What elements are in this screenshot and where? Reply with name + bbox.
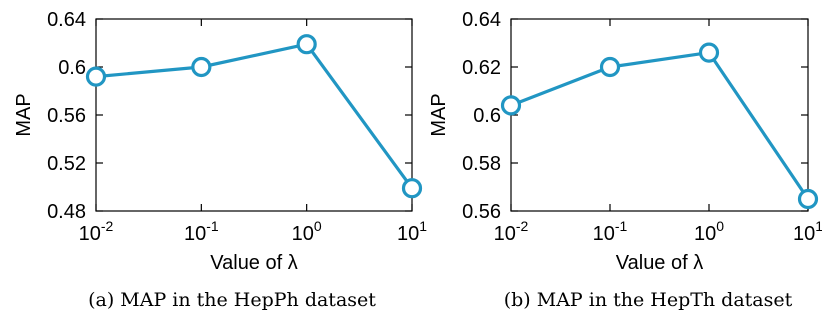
chart-b-x-tick-label: 10-1 — [593, 218, 628, 245]
chart-b-x-axis-label: Value of λ — [616, 252, 703, 274]
chart-b-caption: (b) MAP in the HepTh dataset — [504, 289, 793, 311]
chart-a-y-tick-label: 0.64 — [47, 9, 86, 31]
chart-b-y-tick-label: 0.56 — [462, 201, 501, 223]
chart-a-data-point — [401, 178, 423, 199]
chart-b-plot-frame — [510, 18, 809, 212]
chart-a-caption: (a) MAP in the HepPh dataset — [88, 289, 376, 311]
chart-a-y-tick-label: 0.56 — [47, 105, 86, 127]
chart-a-data-point — [191, 56, 212, 78]
chart-b-data-point — [500, 95, 522, 116]
chart-a-x-tick-label: 10-1 — [184, 218, 219, 245]
chart-a: 0.48 0.52 0.56 0.6 0.64 10-2 10-1 100 101 MAP Valu… — [13, 9, 427, 311]
chart-a-data-point — [296, 34, 317, 55]
chart-a-x-tick-label: 10-2 — [79, 218, 114, 245]
chart-b-x-tick-label: 10-2 — [494, 218, 529, 245]
chart-a-x-axis-label: Value of λ — [210, 252, 297, 274]
chart-a-y-tick-label: 0.48 — [47, 201, 86, 223]
chart-a-x-tick-label: 101 — [397, 218, 427, 245]
chart-b-data-point — [599, 56, 621, 78]
chart-b-y-tick-label: 0.64 — [462, 9, 501, 31]
chart-b-series-line — [510, 50, 810, 200]
chart-a-x-tick-label: 100 — [292, 218, 322, 245]
chart-a-data-point — [85, 66, 107, 87]
chart-b-y-axis-label: MAP — [428, 93, 450, 136]
chart-a-y-axis-label: MAP — [13, 93, 35, 136]
chart-b-data-point — [797, 188, 819, 210]
chart-b-x-tick-label: 101 — [793, 218, 822, 245]
chart-a-series-line — [95, 42, 414, 190]
chart-b-x-tick-label: 100 — [694, 218, 724, 245]
chart-b-y-tick-label: 0.58 — [462, 153, 501, 175]
chart-a-plot-frame — [95, 18, 413, 212]
chart-b-y-tick-label: 0.6 — [473, 105, 501, 127]
chart-b-y-tick-label: 0.62 — [462, 57, 501, 79]
chart-a-y-tick-label: 0.52 — [47, 153, 86, 175]
chart-a-y-tick-label: 0.6 — [58, 57, 86, 79]
chart-b: 0.56 0.58 0.6 0.62 0.64 10-2 10-1 100 101 MAP Valu… — [428, 9, 822, 311]
chart-b-data-point — [698, 42, 720, 63]
